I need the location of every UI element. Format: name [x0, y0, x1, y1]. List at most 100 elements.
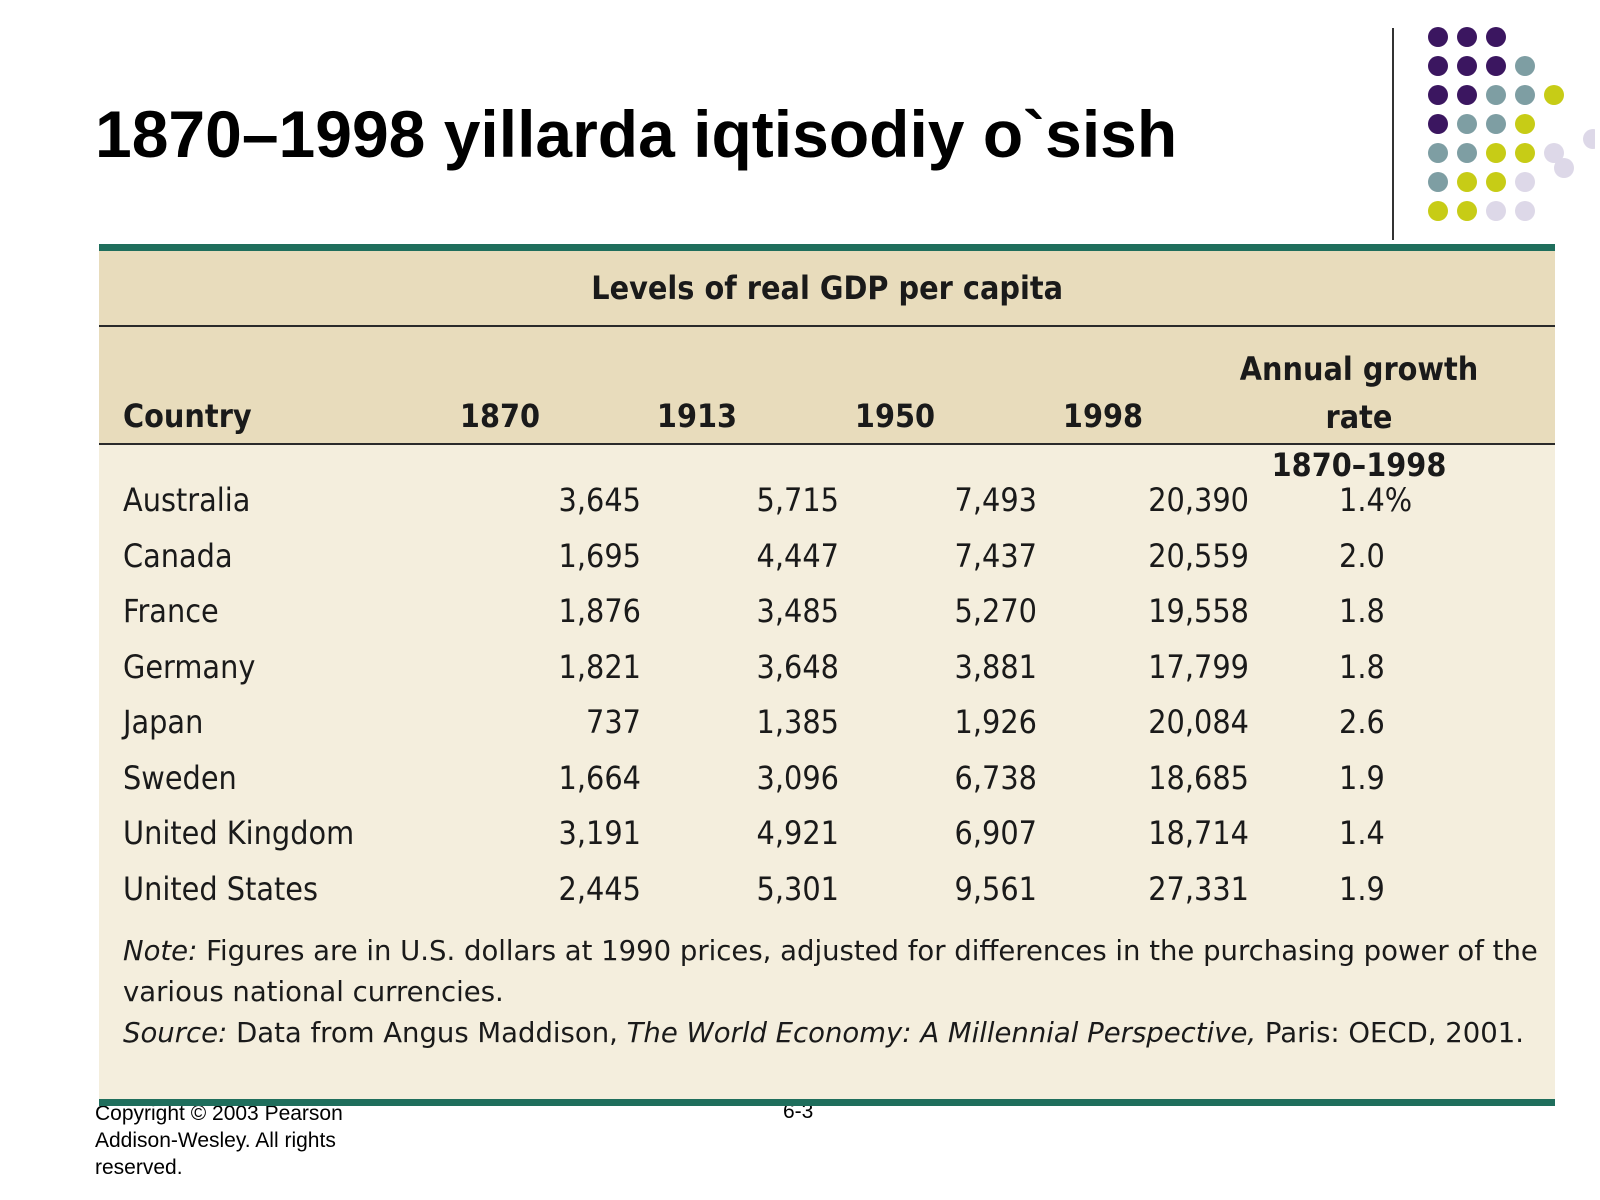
cell-1950: 3,881: [954, 647, 1037, 686]
table-row: Germany 1,821 3,648 3,881 17,799 1.8: [99, 648, 1555, 704]
table-row: France 1,876 3,485 5,270 19,558 1.8: [99, 592, 1555, 648]
cell-country: United Kingdom: [123, 814, 355, 852]
cell-1998: 18,714: [1148, 814, 1249, 852]
decorative-dot: [1486, 143, 1506, 163]
vertical-divider: [1392, 28, 1394, 240]
table-row: Japan 737 1,385 1,926 20,084 2.6: [99, 703, 1555, 759]
decorative-dot: [1583, 129, 1595, 149]
cell-growth: 1.9: [1339, 758, 1385, 797]
decorative-dot: [1428, 201, 1448, 221]
decorative-dot: [1515, 201, 1535, 221]
cell-1913: 5,715: [756, 481, 839, 519]
cell-1998: 27,331: [1148, 869, 1249, 908]
cell-1950: 6,907: [954, 814, 1037, 852]
decorative-dot: [1486, 172, 1506, 192]
cell-1998: 20,559: [1148, 536, 1249, 575]
table-notes: Note: Figures are in U.S. dollars at 199…: [123, 931, 1543, 1054]
cell-1870: 1,821: [558, 647, 641, 686]
decorative-dot: [1544, 143, 1564, 163]
decorative-dot: [1515, 172, 1535, 192]
decorative-dot: [1428, 143, 1448, 163]
cell-1950: 6,738: [954, 758, 1037, 797]
cell-country: United States: [123, 869, 319, 908]
cell-1913: 5,301: [756, 869, 839, 908]
cell-growth: 2.0: [1339, 536, 1385, 575]
decorative-dot: [1428, 114, 1448, 134]
cell-1913: 3,485: [756, 592, 839, 630]
cell-growth: 1.4: [1339, 814, 1385, 852]
table-row: United States 2,445 5,301 9,561 27,331 1…: [99, 870, 1555, 926]
header-year-1870: 1870: [459, 397, 541, 435]
header-growth-period: 1870–1998: [1271, 446, 1447, 484]
cell-country: Canada: [123, 536, 233, 575]
cell-country: Japan: [123, 703, 204, 741]
cell-1950: 5,270: [954, 592, 1037, 630]
cell-1913: 3,648: [756, 647, 839, 686]
cell-growth: 1.4%: [1339, 481, 1413, 519]
table-row: Sweden 1,664 3,096 6,738 18,685 1.9: [99, 759, 1555, 815]
source-label: Source:: [123, 1017, 228, 1049]
cell-1913: 4,921: [756, 814, 839, 852]
cell-country: Sweden: [123, 758, 237, 797]
decorative-dot: [1457, 172, 1477, 192]
note-label: Note:: [123, 935, 198, 967]
slide-title: 1870–1998 yillarda iqtisodiy o`sish: [95, 97, 1178, 171]
cell-growth: 1.8: [1339, 592, 1385, 630]
decorative-dot: [1457, 27, 1477, 47]
source-book-title: The World Economy: A Millennial Perspect…: [626, 1017, 1257, 1049]
table-row: Canada 1,695 4,447 7,437 20,559 2.0: [99, 537, 1555, 593]
decorative-dot: [1486, 85, 1506, 105]
decorative-dot-grid: [1428, 27, 1595, 221]
table-title: Levels of real GDP per capita: [591, 269, 1063, 307]
cell-1870: 737: [586, 703, 641, 741]
decorative-dot: [1554, 158, 1574, 178]
decorative-dot: [1457, 114, 1477, 134]
decorative-dot: [1457, 85, 1477, 105]
decorative-dot: [1486, 56, 1506, 76]
decorative-dot: [1428, 85, 1448, 105]
cell-1913: 4,447: [756, 536, 839, 575]
header-country: Country: [123, 397, 252, 435]
table-row: United Kingdom 3,191 4,921 6,907 18,714 …: [99, 814, 1555, 870]
header-year-1950: 1950: [854, 397, 936, 435]
decorative-dot: [1515, 56, 1535, 76]
decorative-dot: [1515, 85, 1535, 105]
decorative-dot: [1486, 114, 1506, 134]
decorative-dot: [1515, 143, 1535, 163]
decorative-dot: [1486, 27, 1506, 47]
cell-1870: 3,645: [558, 481, 641, 519]
source-line: Source: Data from Angus Maddison, The Wo…: [123, 1013, 1543, 1054]
decorative-dot: [1428, 56, 1448, 76]
decorative-dot: [1457, 201, 1477, 221]
decorative-dot: [1457, 56, 1477, 76]
cell-1870: 3,191: [558, 814, 641, 852]
table-header-row: Country 1870 1913 1950 1998 Annual growt…: [99, 327, 1555, 484]
gdp-table-panel: Levels of real GDP per capita Country 18…: [99, 244, 1555, 1106]
decorative-dot: [1428, 172, 1448, 192]
table-row: Australia 3,645 5,715 7,493 20,390 1.4%: [99, 481, 1555, 537]
cell-1913: 1,385: [756, 703, 839, 741]
cell-1998: 20,390: [1148, 481, 1249, 519]
note-line: Note: Figures are in U.S. dollars at 199…: [123, 931, 1543, 1013]
cell-1913: 3,096: [756, 758, 839, 797]
decorative-dot: [1544, 85, 1564, 105]
header-growth-label: Annual growth rate: [1239, 350, 1479, 436]
cell-growth: 2.6: [1339, 703, 1385, 741]
cell-country: Australia: [123, 481, 251, 519]
note-text: Figures are in U.S. dollars at 1990 pric…: [123, 935, 1538, 1008]
cell-1950: 7,493: [954, 481, 1037, 519]
cell-1870: 1,664: [558, 758, 641, 797]
cell-country: France: [123, 592, 219, 630]
copyright-footer: Copyright © 2003 Pearson Addison-Wesley.…: [95, 1102, 343, 1179]
decorative-dot: [1457, 143, 1477, 163]
header-year-1913: 1913: [656, 397, 738, 435]
decorative-dot: [1486, 201, 1506, 221]
decorative-dot: [1428, 27, 1448, 47]
decorative-dot: [1515, 114, 1535, 134]
cell-1950: 9,561: [954, 869, 1037, 908]
source-post: Paris: OECD, 2001.: [1264, 1017, 1525, 1049]
cell-growth: 1.8: [1339, 647, 1385, 686]
table-title-band: Levels of real GDP per capita: [99, 251, 1555, 327]
cell-1950: 7,437: [954, 536, 1037, 575]
cell-1998: 19,558: [1148, 592, 1249, 630]
